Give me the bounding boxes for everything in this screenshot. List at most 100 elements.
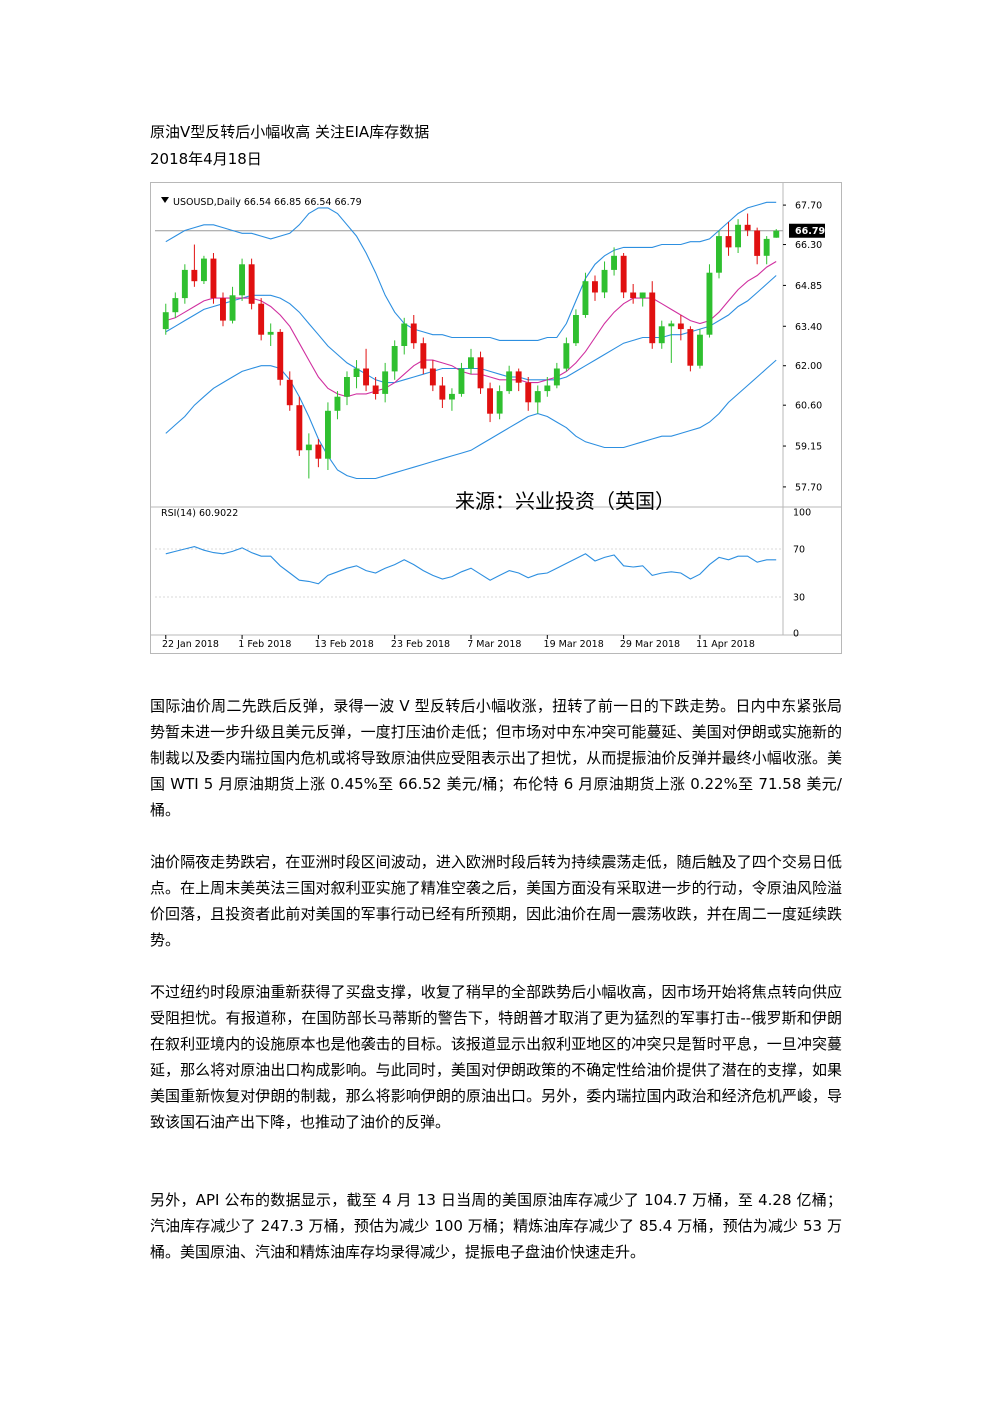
chart-symbol-label: USOUSD,Daily 66.54 66.85 66.54 66.79 <box>173 197 362 208</box>
rsi-tick-label: 70 <box>793 545 805 556</box>
candle-body <box>296 405 303 451</box>
candle-body <box>496 391 503 414</box>
rsi-tick-label: 0 <box>793 629 799 640</box>
candle-body <box>706 272 713 335</box>
candle-body <box>239 264 245 296</box>
candle-body <box>611 255 617 270</box>
candle-body <box>286 379 293 406</box>
paragraph-2: 油价隔夜走势跌宕，在亚洲时段区间波动，进入欧洲时段后转为持续震荡走低，随后触及了… <box>150 853 842 949</box>
chart-source-label: 来源：兴业投资（英国） <box>455 489 675 513</box>
price-tick-label: 67.70 <box>795 201 822 212</box>
rsi-tick-label: 100 <box>793 508 811 519</box>
candle-body <box>372 385 379 394</box>
candle-body <box>649 292 656 344</box>
date-tick-label: 13 Feb 2018 <box>315 639 374 650</box>
candle-body <box>391 346 398 372</box>
article-title: 原油V型反转后小幅收高 关注EIA库存数据 <box>150 123 430 141</box>
oil-price-chart: 67.70 66.30 64.85 63.40 62.00 60.60 59.15 57.70… <box>150 182 842 654</box>
paragraph-1: 国际油价周二先跌后反弹，录得一波 V 型反转后小幅收涨，扭转了前一日的下跌走势。… <box>150 697 842 819</box>
rsi-line <box>165 546 777 585</box>
date-tick-label: 7 Mar 2018 <box>467 639 521 650</box>
candle-body <box>763 238 770 256</box>
current-price-label: 66.79 <box>795 226 825 237</box>
candle-body <box>210 258 217 299</box>
candle-body <box>487 388 493 414</box>
candle-body <box>534 391 541 403</box>
candle-body <box>620 255 627 293</box>
candle-body <box>191 269 198 282</box>
candle-body <box>687 329 694 366</box>
candle-body <box>401 323 408 346</box>
price-tick-label: 62.00 <box>795 361 822 372</box>
date-tick-label: 1 Feb 2018 <box>238 639 291 650</box>
price-tick-label: 57.70 <box>795 482 822 493</box>
candle-body <box>162 312 169 330</box>
candle-body <box>744 224 751 231</box>
candle-body <box>468 357 474 369</box>
candle-body <box>172 298 179 313</box>
rsi-label: RSI(14) 60.9022 <box>161 508 238 519</box>
candle-body <box>658 326 665 344</box>
candle-body <box>458 368 465 394</box>
candle-body <box>563 343 570 369</box>
candle-body <box>201 258 207 282</box>
candle-body <box>725 236 732 248</box>
date-tick-label: 11 Apr 2018 <box>696 639 755 650</box>
candle-body <box>439 385 446 400</box>
bollinger-lower-line <box>165 359 777 480</box>
candle-body <box>315 444 322 459</box>
moving-average-line <box>165 261 777 398</box>
candle-body <box>716 236 722 273</box>
candle-body <box>344 377 350 397</box>
current-price-tag <box>789 223 825 238</box>
candle-body <box>697 334 703 366</box>
candle-body <box>277 331 284 380</box>
candle-body <box>553 368 560 386</box>
candle-body <box>573 315 579 344</box>
candle-body <box>420 343 427 369</box>
candle-body <box>220 298 226 321</box>
candle-body <box>334 396 341 411</box>
candle-body <box>601 269 608 293</box>
bollinger-upper-line <box>165 201 777 341</box>
candle-body <box>506 371 513 392</box>
price-tick-label: 59.15 <box>795 442 822 453</box>
candle-body <box>410 323 417 344</box>
candle-body <box>382 371 389 394</box>
article-date: 2018年4月18日 <box>150 150 262 168</box>
candle-body <box>248 264 255 304</box>
candle-body <box>582 281 589 315</box>
date-tick-label: 19 Mar 2018 <box>544 639 604 650</box>
paragraph-4: 另外，API 公布的数据显示，截至 4 月 13 日当周的美国原油库存减少了 1… <box>150 1191 842 1261</box>
candle-body <box>773 230 780 238</box>
price-tick-label: 63.40 <box>795 322 822 333</box>
candle-body <box>592 281 598 293</box>
dropdown-triangle-icon[interactable] <box>161 197 169 203</box>
candle-body <box>477 357 484 389</box>
candle-body <box>630 292 637 299</box>
price-tick-label: 60.60 <box>795 401 822 412</box>
rsi-tick-label: 30 <box>793 593 805 604</box>
paragraph-3: 不过纽约时段原油重新获得了买盘支撑，收复了稍早的全部跌势后小幅收高，因市场开始将… <box>150 983 842 1131</box>
candle-body <box>353 368 360 377</box>
candle-body <box>754 230 761 256</box>
candle-body <box>449 393 455 400</box>
candle-body <box>735 224 741 248</box>
date-tick-label: 23 Feb 2018 <box>391 639 450 650</box>
candle-body <box>429 368 436 386</box>
candle-body <box>639 292 646 299</box>
candle-body <box>668 323 675 327</box>
price-tick-label: 66.30 <box>795 240 822 251</box>
candle-body <box>525 382 532 403</box>
candle-body <box>181 269 188 299</box>
candle-body <box>677 323 684 330</box>
candle-body <box>544 385 551 392</box>
candle-body <box>325 410 331 459</box>
candle-body <box>258 303 265 335</box>
date-tick-label: 22 Jan 2018 <box>162 639 219 650</box>
candle-body <box>305 444 312 451</box>
candle-body <box>515 371 522 383</box>
date-tick-label: 29 Mar 2018 <box>620 639 680 650</box>
candle-body <box>363 368 369 386</box>
candle-body <box>267 331 274 335</box>
